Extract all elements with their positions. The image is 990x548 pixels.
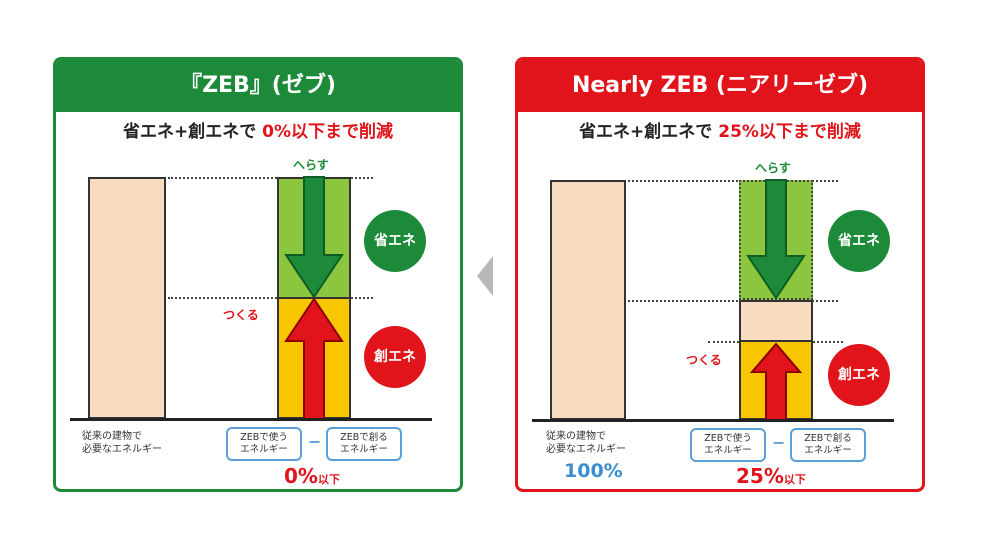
- nzeb-save-circle: 省エネ: [828, 210, 890, 272]
- nzeb-reduce-label: へらす: [755, 161, 791, 175]
- nzeb-subtitle-highlight: 25%以下まで削減: [718, 122, 861, 142]
- zeb-title: 『ZEB』(ゼブ): [56, 60, 460, 112]
- down-arrow-icon: [746, 179, 806, 300]
- nzeb-create-label: つくる: [686, 353, 722, 367]
- zeb-result-suffix: 以下: [317, 473, 340, 486]
- nzeb-result-value: 25: [736, 464, 764, 488]
- nzeb-remaining-segment: [739, 300, 813, 342]
- nzeb-conventional-label: 従来の建物で 必要なエネルギー: [546, 431, 626, 455]
- zeb-baseline: [70, 418, 432, 421]
- zeb-conventional-bar: [88, 177, 166, 419]
- zeb-result-unit: %: [297, 464, 318, 488]
- nzeb-subtitle-prefix: 省エネ+創エネで: [579, 122, 713, 142]
- nzeb-create-circle: 創エネ: [828, 344, 890, 406]
- nearly-zeb-panel: Nearly ZEB (ニアリーゼブ) 省エネ+創エネで 25%以下まで削減 へ…: [515, 57, 925, 492]
- zeb-result-value: 0: [284, 464, 298, 488]
- nzeb-subtitle: 省エネ+創エネで 25%以下まで削減: [518, 120, 922, 144]
- nzeb-conventional-bar: [550, 180, 626, 420]
- nzeb-baseline: [532, 419, 894, 422]
- zeb-create-circle: 創エネ: [364, 326, 426, 388]
- zeb-result: 0%以下: [284, 464, 340, 488]
- up-arrow-icon: [749, 342, 803, 421]
- zeb-make-energy-box: ZEBで創る エネルギー: [326, 427, 402, 461]
- nzeb-result: 25%以下: [736, 464, 806, 488]
- zeb-conventional-label: 従来の建物で 必要なエネルギー: [82, 431, 162, 455]
- nzeb-use-energy-box: ZEBで使う エネルギー: [690, 428, 766, 462]
- down-arrow-icon: [284, 176, 344, 299]
- zeb-mid-guide: [168, 297, 373, 299]
- nzeb-result-unit: %: [763, 464, 784, 488]
- zeb-subtitle-prefix: 省エネ+創エネで: [122, 122, 257, 142]
- zeb-use-energy-box: ZEBで使う エネルギー: [226, 427, 302, 461]
- zeb-save-circle: 省エネ: [364, 210, 426, 272]
- nzeb-mid-guide: [628, 300, 838, 302]
- nzeb-conventional-pct: 100%: [564, 460, 623, 482]
- zeb-panel: 『ZEB』(ゼブ) 省エネ+創エネで 0%以下まで削減 へらす つくる 省エネ …: [53, 57, 463, 492]
- nzeb-result-suffix: 以下: [783, 473, 806, 486]
- up-arrow-icon: [284, 297, 344, 420]
- zeb-minus-sign: −: [308, 432, 322, 451]
- nzeb-title: Nearly ZEB (ニアリーゼブ): [518, 60, 922, 112]
- zeb-top-guide: [168, 177, 373, 179]
- zeb-subtitle: 省エネ+創エネで 0%以下まで削減: [56, 120, 460, 144]
- zeb-create-label: つくる: [223, 308, 259, 322]
- chevron-left-icon: [477, 256, 493, 296]
- nzeb-top-guide: [628, 180, 838, 182]
- zeb-reduce-label: へらす: [293, 158, 329, 172]
- nzeb-minus-sign: −: [772, 433, 786, 452]
- zeb-subtitle-highlight: 0%以下まで削減: [262, 122, 394, 142]
- nzeb-make-energy-box: ZEBで創る エネルギー: [790, 428, 866, 462]
